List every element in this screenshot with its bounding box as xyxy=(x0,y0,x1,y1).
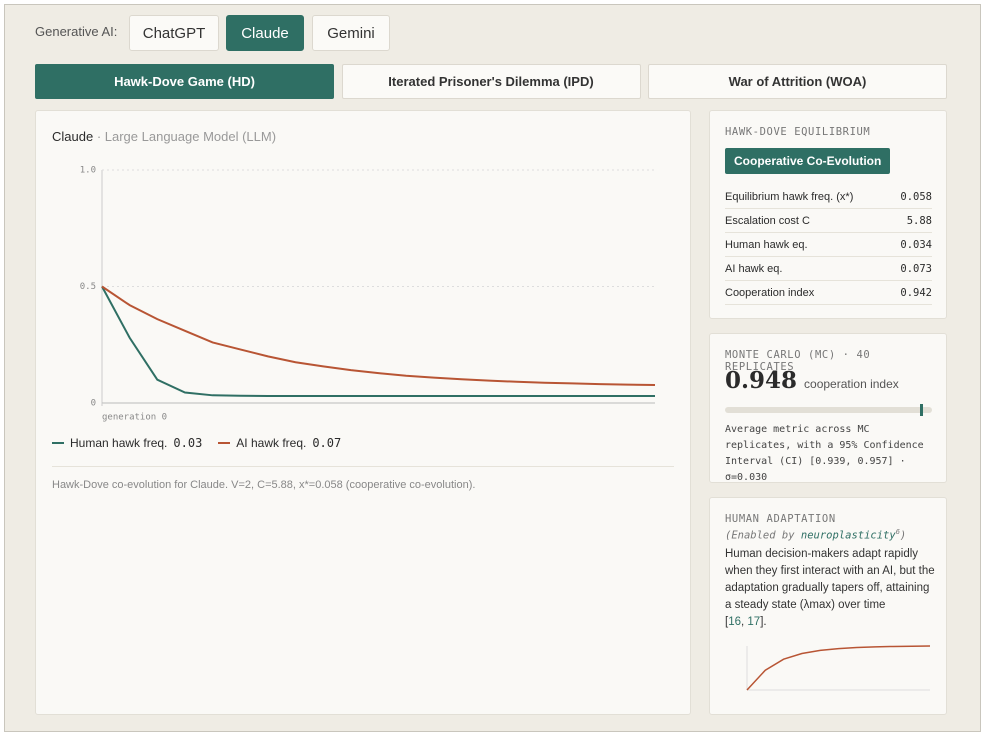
y-tick-label: 0.5 xyxy=(80,282,96,292)
legend-swatch xyxy=(52,442,64,444)
mc-value-label: cooperation index xyxy=(804,377,899,391)
references: 16, 17 xyxy=(728,616,761,628)
legend-label: AI hawk freq. xyxy=(236,436,307,450)
y-tick-label: 1.0 xyxy=(80,166,96,176)
series-line xyxy=(101,285,656,387)
mc-bar xyxy=(725,404,932,416)
paragraph: Human decision-makers adapt rapidly when… xyxy=(725,548,935,611)
mc-value: 0.948 xyxy=(725,367,798,394)
monte-carlo-panel: MONTE CARLO (MC) · 40 REPLICATES 0.948 c… xyxy=(709,333,947,483)
caption: Hawk-Dove co-evolution for Claude. V=2, … xyxy=(52,479,476,491)
adaptation-curve xyxy=(746,645,931,691)
panel-subtitle: (Enabled by neuroplasticity6) xyxy=(725,528,907,542)
panel-heading: HAWK-DOVE EQUILIBRIUM xyxy=(725,126,871,138)
row-label: AI hawk eq. xyxy=(725,262,783,275)
footnote-ref: 6 xyxy=(895,528,900,536)
row-label: Cooperation index xyxy=(725,286,815,299)
row-value: 0.058 xyxy=(900,190,932,203)
row-value: 0.942 xyxy=(900,286,932,299)
table-row: AI hawk eq. 0.073 xyxy=(725,257,932,281)
row-label: Human hawk eq. xyxy=(725,238,808,251)
line-chart: 0 0.5 1.0 generation 0 xyxy=(80,166,656,423)
model-button[interactable]: Gemini xyxy=(312,15,390,51)
legend: Human hawk freq. 0.03 AI hawk freq. 0.07 xyxy=(52,436,341,450)
panel-heading: HUMAN ADAPTATION xyxy=(725,513,836,525)
model-button[interactable]: ChatGPT xyxy=(129,15,219,51)
table-row: Escalation cost C 5.88 xyxy=(725,209,932,233)
mc-result: 0.948 cooperation index xyxy=(725,367,899,394)
row-value: 0.073 xyxy=(900,262,932,275)
mc-note: Average metric across MC replicates, wit… xyxy=(725,424,924,483)
divider xyxy=(52,466,674,467)
panel-text: Human decision-makers adapt rapidly when… xyxy=(725,548,935,628)
series-line xyxy=(101,286,655,398)
legend-value: 0.07 xyxy=(312,436,342,450)
app-frame: Generative AI: ChatGPT Claude Gemini Hawk-… xyxy=(4,4,981,732)
row-label: Equilibrium hawk freq. (x*) xyxy=(725,190,854,203)
legend-value: 0.03 xyxy=(173,436,203,450)
panel-title: Claude · Large Language Model (LLM) xyxy=(52,129,277,144)
legend-item: Human hawk freq. 0.03 xyxy=(52,436,202,450)
y-tick-label: 0 xyxy=(91,399,96,409)
panel-heading: MONTE CARLO (MC) · 40 REPLICATES xyxy=(725,349,871,373)
mini-chart xyxy=(746,645,931,691)
model-name: Claude xyxy=(52,129,94,144)
mc-marker xyxy=(919,404,923,416)
game-tab[interactable]: War of Attrition (WOA) xyxy=(648,64,947,99)
game-tab[interactable]: Iterated Prisoner's Dilemma (IPD) xyxy=(341,64,641,99)
adaptation-panel: HUMAN ADAPTATION (Enabled by neuroplasti… xyxy=(709,497,947,715)
status-badge: Cooperative Co-Evolution xyxy=(725,148,891,174)
equilibrium-panel: HAWK-DOVE EQUILIBRIUM Cooperative Co-Evo… xyxy=(709,110,947,319)
model-label: Generative AI: xyxy=(35,24,118,39)
legend-item: AI hawk freq. 0.07 xyxy=(218,436,341,450)
main-panel: Claude · Large Language Model (LLM) 0 0.5… xyxy=(35,110,691,715)
table-row: Cooperation index 0.942 xyxy=(725,281,932,305)
link[interactable]: neuroplasticity xyxy=(800,529,896,542)
reference-link[interactable]: 16 xyxy=(728,616,741,628)
row-value: 0.034 xyxy=(900,238,932,251)
model-kind: Large Language Model (LLM) xyxy=(104,129,277,144)
table-row: Equilibrium hawk freq. (x*) 0.058 xyxy=(725,185,932,209)
x-tick-label: generation 0 xyxy=(102,413,167,423)
table-row: Human hawk eq. 0.034 xyxy=(725,233,932,257)
game-tab[interactable]: Hawk-Dove Game (HD) xyxy=(35,64,334,99)
reference-link[interactable]: 17 xyxy=(747,616,761,628)
legend-swatch xyxy=(218,442,231,444)
row-value: 5.88 xyxy=(906,214,932,227)
row-label: Escalation cost C xyxy=(725,214,810,227)
subtitle-prefix: (Enabled by xyxy=(725,529,795,542)
model-button[interactable]: Claude xyxy=(226,15,304,51)
legend-label: Human hawk freq. xyxy=(70,436,168,450)
